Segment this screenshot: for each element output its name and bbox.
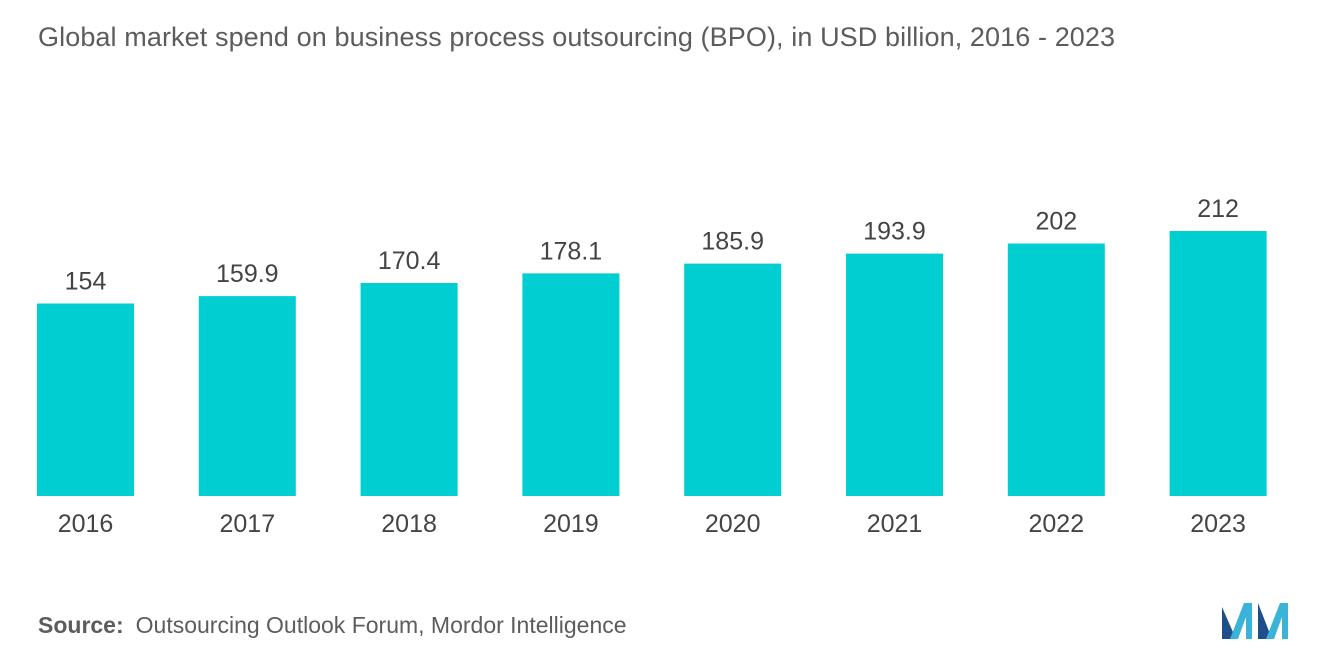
bar-2022 — [1007, 243, 1105, 496]
bar-2017 — [198, 296, 296, 496]
value-label-2021: 193.9 — [863, 218, 926, 246]
value-label-2019: 178.1 — [540, 237, 603, 265]
x-tick-label-2022: 2022 — [1028, 510, 1084, 538]
value-label-2018: 170.4 — [378, 247, 441, 275]
bar-chart: 154 2016 159.9 2017 170.4 2018 178.1 2019 185.9 2… — [37, 195, 1267, 538]
bar-2023 — [1169, 231, 1267, 496]
value-label-2016: 154 — [65, 268, 107, 296]
bar-2020 — [684, 263, 782, 496]
bar-2019 — [522, 273, 620, 496]
x-tick-label-2020: 2020 — [705, 510, 761, 538]
x-tick-label-2018: 2018 — [381, 510, 437, 538]
chart-title: Global market spend on business process … — [38, 22, 1116, 52]
source-text: Outsourcing Outlook Forum, Mordor Intell… — [135, 612, 627, 638]
value-label-2023: 212 — [1197, 195, 1239, 223]
value-label-2022: 202 — [1035, 208, 1077, 236]
source-label: Source: — [38, 612, 124, 638]
bar-2018 — [360, 283, 458, 496]
bar-2016 — [37, 303, 134, 496]
x-tick-label-2017: 2017 — [219, 510, 275, 538]
bar-2021 — [846, 253, 943, 496]
value-label-2017: 159.9 — [216, 260, 279, 288]
x-tick-label-2021: 2021 — [867, 510, 923, 538]
value-label-2020: 185.9 — [701, 228, 764, 256]
x-tick-label-2019: 2019 — [543, 510, 599, 538]
x-tick-label-2016: 2016 — [58, 510, 114, 538]
source-note: Source: Outsourcing Outlook Forum, Mordor… — [38, 612, 627, 639]
mordor-intelligence-logo-icon — [1222, 603, 1292, 644]
x-tick-label-2023: 2023 — [1190, 510, 1246, 538]
